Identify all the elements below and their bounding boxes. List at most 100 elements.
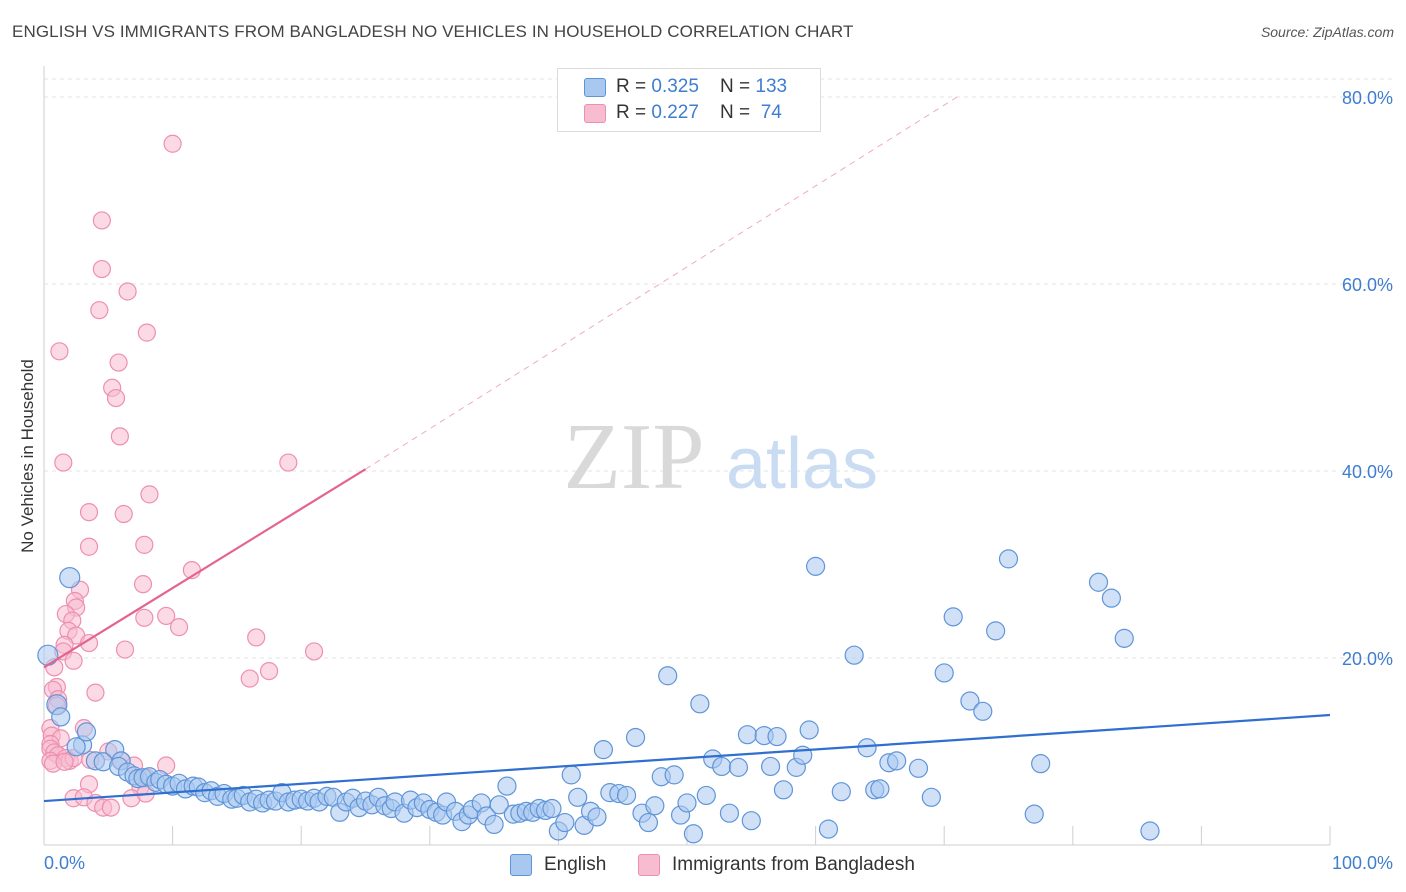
bangladesh-point: [92, 259, 111, 279]
bangladesh-point: [110, 427, 129, 446]
bangladesh-point: [114, 504, 133, 524]
watermark-atlas: atlas: [726, 424, 878, 504]
english-point: [497, 776, 517, 796]
english-point: [737, 725, 758, 745]
bangladesh-point: [79, 503, 99, 522]
english-point: [542, 798, 562, 819]
english-point: [799, 720, 819, 740]
english-point: [760, 756, 781, 777]
legend-label-english: English: [544, 854, 607, 875]
english-point: [818, 819, 839, 839]
english-point: [1088, 572, 1109, 592]
bangladesh-point: [50, 342, 69, 361]
tick-labels: 20.0% 40.0% 60.0% 80.0% 0.0% 100.0%: [44, 88, 1393, 873]
english-point: [625, 727, 646, 748]
bangladesh-point: [240, 669, 259, 688]
english-point: [568, 787, 588, 807]
legend-item-bangladesh[interactable]: Immigrants from Bangladesh: [638, 852, 915, 878]
bangladesh-point: [133, 575, 153, 594]
english-point: [998, 549, 1019, 569]
bangladesh-point: [79, 537, 99, 556]
english-point: [690, 694, 710, 714]
english-point: [66, 737, 86, 757]
source-label: Source: ZipAtlas.com: [1260, 24, 1394, 40]
y-tick-label: 80.0%: [1342, 88, 1393, 108]
english-point: [59, 566, 81, 589]
grid-lines: [44, 78, 1392, 659]
bangladesh-point: [92, 211, 111, 230]
bangladesh-legend-swatch: [638, 854, 660, 876]
english-point: [805, 556, 826, 576]
trend-lines: [43, 96, 1331, 803]
english-point: [741, 811, 761, 831]
english-point: [593, 740, 614, 760]
english-point: [658, 666, 678, 686]
bangladesh-point: [109, 353, 128, 372]
bangladesh-point: [118, 282, 137, 301]
n-label: N =: [720, 102, 756, 123]
watermark: ZIP atlas: [564, 405, 879, 509]
bangladesh-point: [135, 535, 154, 554]
y-tick-label: 60.0%: [1342, 275, 1393, 295]
english-point: [831, 782, 851, 802]
bangladesh-point: [169, 618, 189, 637]
bangladesh-point: [106, 388, 126, 408]
legend-item-english[interactable]: English: [510, 852, 606, 878]
chart-title: ENGLISH VS IMMIGRANTS FROM BANGLADESH NO…: [12, 22, 854, 41]
english-point: [719, 803, 740, 823]
english-point: [1114, 628, 1134, 648]
english-point: [767, 726, 787, 747]
english-point: [489, 795, 509, 815]
english-point: [712, 756, 732, 777]
bangladesh-point: [163, 134, 182, 153]
english-point: [773, 780, 794, 800]
english-point: [908, 758, 929, 778]
english-point: [645, 796, 665, 816]
bangladesh-point: [247, 628, 266, 647]
english-point: [1024, 804, 1044, 824]
x-tick-label-max: 100.0%: [1332, 853, 1393, 873]
english-point: [934, 663, 954, 683]
english-point: [664, 765, 684, 785]
english-point: [51, 707, 71, 727]
english-point: [728, 757, 749, 777]
bangladesh-point: [135, 608, 154, 627]
english-point: [683, 824, 704, 844]
english-point: [484, 814, 504, 835]
english-point: [555, 812, 575, 833]
n-label: N =: [720, 76, 756, 97]
r-value-english: 0.325: [651, 76, 699, 97]
bangladesh-point: [86, 683, 105, 702]
english-point: [844, 645, 864, 665]
n-value-bangladesh: 74: [755, 102, 782, 123]
english-point: [960, 691, 980, 711]
bangladesh-point: [101, 798, 120, 817]
watermark-zip: ZIP: [564, 405, 705, 509]
english-point: [921, 787, 941, 807]
english-point: [616, 785, 637, 806]
y-tick-label: 40.0%: [1342, 462, 1393, 482]
english-trend-line: [43, 713, 1331, 803]
bangladesh-point: [137, 323, 156, 342]
legend-label-bangladesh: Immigrants from Bangladesh: [672, 854, 915, 875]
r-value-bangladesh: 0.227: [651, 102, 699, 123]
english-point: [973, 701, 993, 721]
english-point: [887, 751, 907, 771]
english-point: [943, 607, 963, 627]
bangladesh-point: [140, 485, 159, 504]
english-point: [76, 722, 97, 742]
english-point: [1140, 821, 1160, 841]
english-point: [561, 765, 581, 785]
english-swatch: [584, 78, 606, 97]
r-label: R =: [616, 76, 652, 97]
bangladesh-trend-line: [43, 468, 367, 669]
bangladesh-point: [115, 640, 135, 659]
x-tick-label-min: 0.0%: [44, 853, 85, 873]
english-point: [1101, 588, 1121, 608]
bangladesh-point: [157, 606, 176, 626]
english-point: [857, 738, 877, 758]
n-value-english: 133: [755, 76, 788, 97]
english-point: [638, 812, 659, 833]
english-legend-swatch: [510, 854, 532, 876]
